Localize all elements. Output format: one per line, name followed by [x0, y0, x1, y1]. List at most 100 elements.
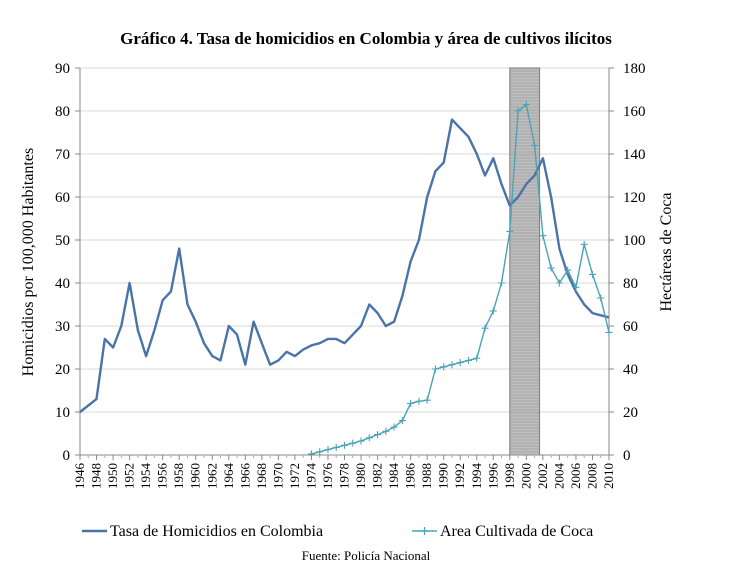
coca-data-point — [307, 450, 315, 458]
coca-data-point — [407, 399, 415, 407]
y-right-label: Hectáreas de Coca — [658, 192, 675, 311]
y-right-tick-label: 100 — [623, 233, 646, 249]
x-tick-label: 1946 — [72, 463, 87, 490]
coca-data-point — [555, 279, 563, 287]
y-left-tick-label: 40 — [55, 276, 70, 292]
x-tick-label: 1984 — [386, 463, 401, 490]
gridlines — [80, 67, 609, 413]
coca-data-point — [514, 107, 522, 115]
coca-data-point — [332, 443, 340, 451]
coca-data-point — [498, 279, 506, 287]
source-note: Fuente: Policía Nacional — [302, 548, 431, 563]
x-tick-label: 2002 — [535, 463, 550, 489]
y-left-tick-label: 20 — [55, 362, 70, 378]
y-left-tick-label: 30 — [55, 319, 70, 335]
x-tick-label: 1998 — [502, 463, 517, 489]
x-tick-label: 1980 — [353, 463, 368, 489]
x-tick-label: 1968 — [254, 463, 269, 489]
coca-data-point — [316, 448, 324, 456]
coca-data-point — [597, 294, 605, 302]
coca-data-point — [415, 397, 423, 405]
x-tick-label: 1976 — [320, 463, 335, 490]
x-tick-label: 1956 — [155, 463, 170, 490]
y-right-tick-label: 160 — [623, 104, 646, 120]
legend-coca-marker — [420, 527, 429, 535]
coca-data-point — [423, 396, 431, 404]
coca-data-point — [522, 101, 530, 109]
x-tick-label: 1986 — [403, 463, 418, 490]
y-right-tick-label: 60 — [623, 319, 638, 335]
y-right-tick-label: 180 — [623, 61, 646, 77]
chart-title: Gráfico 4. Tasa de homicidios en Colombi… — [120, 29, 612, 48]
coca-data-point — [572, 283, 580, 291]
coca-data-point — [440, 363, 448, 371]
x-tick-label: 1952 — [122, 463, 137, 489]
x-tick-label: 1978 — [337, 463, 352, 489]
x-tick-label: 1990 — [436, 463, 451, 489]
y-left-tick-label: 60 — [55, 190, 70, 206]
coca-data-point — [382, 427, 390, 435]
coca-data-point — [506, 227, 514, 235]
shaded-period-hatch — [509, 70, 540, 453]
x-tick-label: 2000 — [518, 463, 533, 489]
x-tick-label: 2006 — [568, 463, 583, 490]
y-right-tick-label: 40 — [623, 362, 638, 378]
coca-data-point — [341, 441, 348, 449]
coca-data-point — [489, 307, 497, 315]
x-tick-label: 1992 — [452, 463, 467, 489]
series-group — [79, 101, 613, 458]
x-tick-label: 1964 — [221, 463, 236, 490]
x-tick-label: 1996 — [485, 463, 500, 490]
legend-coca-label: Area Cultivada de Coca — [440, 523, 593, 540]
coca-data-point — [464, 356, 472, 364]
coca-data-point — [374, 431, 382, 439]
coca-data-point — [398, 417, 406, 425]
x-tick-label: 1982 — [370, 463, 385, 489]
shaded-period — [509, 67, 541, 456]
x-ticks: 1946 1948 1950 1952 1954 1956 1958 1960 1962 1964… — [72, 455, 616, 489]
legend: Tasa de Homicidios en Colombia Area Cult… — [82, 523, 593, 540]
coca-data-point — [357, 437, 365, 445]
x-tick-label: 1994 — [469, 463, 484, 490]
coca-data-point — [365, 434, 373, 442]
x-tick-label: 1960 — [188, 463, 203, 489]
x-tick-label: 1972 — [287, 463, 302, 489]
y-right-tick-label: 120 — [623, 190, 646, 206]
coca-data-point — [324, 446, 332, 454]
coca-data-point — [531, 141, 539, 149]
x-tick-label: 1970 — [270, 463, 285, 489]
series-coca-line — [311, 103, 610, 455]
x-tick-label: 1950 — [105, 463, 120, 489]
coca-data-point — [605, 328, 613, 336]
x-tick-label: 1958 — [171, 463, 186, 489]
y-left-tick-label: 70 — [55, 147, 70, 163]
y-left-tick-label: 80 — [55, 104, 70, 120]
x-tick-label: 1954 — [138, 463, 153, 490]
coca-data-point — [390, 423, 398, 431]
x-tick-label: 1988 — [419, 463, 434, 489]
y-left-label: Homicidios por 100,000 Habitantes — [20, 148, 37, 376]
coca-data-point — [473, 354, 481, 362]
y-left-tick-label: 50 — [55, 233, 70, 249]
y-right-tick-label: 140 — [623, 147, 646, 163]
x-tick-label: 2008 — [584, 463, 599, 489]
x-tick-label: 1974 — [303, 463, 318, 490]
y-right-tick-label: 80 — [623, 276, 638, 292]
y-left-ticks: 0 10 20 30 40 50 60 70 80 90 — [55, 61, 80, 464]
coca-data-point — [539, 232, 547, 240]
coca-data-point — [580, 240, 588, 248]
x-tick-label: 2010 — [601, 463, 616, 489]
x-tick-label: 1962 — [204, 463, 219, 489]
coca-data-point — [431, 365, 439, 373]
coca-data-point — [481, 324, 489, 332]
series-homicidios-line — [79, 118, 610, 413]
y-left-tick-label: 90 — [55, 61, 70, 77]
y-left-tick-label: 10 — [55, 405, 70, 421]
x-tick-label: 1966 — [237, 463, 252, 490]
y-right-tick-label: 0 — [623, 448, 631, 464]
coca-data-point — [349, 439, 357, 447]
coca-data-point — [547, 264, 555, 272]
coca-data-point — [588, 270, 596, 278]
y-right-ticks: 0 20 40 60 80 100 120 140 160 180 — [609, 61, 646, 464]
